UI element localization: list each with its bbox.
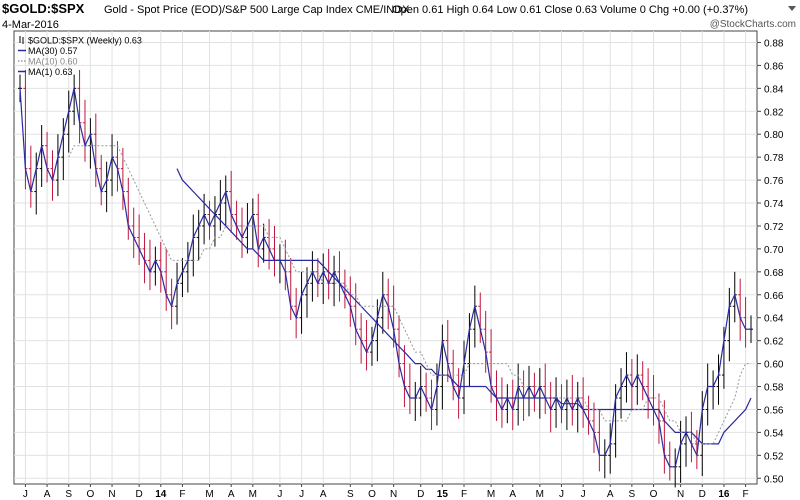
y-tick-label: 0.76 [764,176,784,187]
y-tick-label: 0.50 [764,474,784,485]
legend-label: MA(10) 0.60 [28,57,78,67]
x-tick-label: D [417,489,424,500]
x-tick-label: J [581,489,586,500]
x-tick-label: D [136,489,143,500]
x-tick-label: J [23,489,28,500]
x-tick-label: 15 [437,489,449,500]
y-tick-label: 0.56 [764,405,784,416]
y-tick-label: 0.84 [764,84,784,95]
legend-label: $GOLD:$SPX (Weekly) 0.63 [28,36,142,46]
y-tick-label: 0.86 [764,61,784,72]
chart-description: Gold - Spot Price (EOD)/S&P 500 Large Ca… [104,4,410,16]
x-tick-label: N [108,489,115,500]
y-tick-label: 0.52 [764,451,784,462]
x-tick-label: F [461,489,467,500]
triangle-down-icon [788,6,796,11]
x-tick-label: O [650,489,658,500]
y-tick-label: 0.64 [764,314,784,325]
y-tick-label: 0.68 [764,268,784,279]
x-tick-label: J [277,489,282,500]
x-tick-label: M [205,489,213,500]
legend-label: MA(30) 0.57 [28,46,78,56]
plot-frame [13,30,758,485]
x-tick-label: A [44,489,51,500]
x-tick-label: O [87,489,95,500]
x-tick-label: M [536,489,544,500]
x-tick-label: J [299,489,304,500]
y-tick-label: 0.62 [764,337,784,348]
x-tick-label: A [320,489,327,500]
x-tick-label: F [743,489,749,500]
x-tick-label: M [249,489,257,500]
x-tick-label: 16 [718,489,730,500]
y-tick-label: 0.74 [764,199,784,210]
series-line-ma10 [68,145,751,445]
watermark: @StockCharts.com [709,19,796,30]
y-tick-label: 0.78 [764,153,784,164]
x-tick-label: N [677,489,684,500]
x-tick-label: F [179,489,185,500]
y-tick-label: 0.88 [764,38,784,49]
x-tick-label: S [629,489,636,500]
y-tick-label: 0.80 [764,130,784,141]
series-line-ma30 [176,168,752,445]
chart-symbol: $GOLD:$SPX [2,1,85,16]
x-tick-label: M [487,489,495,500]
x-tick-label: D [699,489,706,500]
legend-label: MA(1) 0.63 [28,67,73,77]
x-tick-label: J [559,489,564,500]
x-tick-label: 14 [155,489,167,500]
y-tick-label: 0.54 [764,428,784,439]
series-line-ma1 [19,88,751,468]
y-tick-label: 0.60 [764,360,784,371]
x-tick-label: S [65,489,72,500]
x-tick-label: S [347,489,354,500]
y-tick-label: 0.72 [764,222,784,233]
y-tick-label: 0.66 [764,291,784,302]
x-tick-label: A [228,489,235,500]
x-tick-label: A [509,489,516,500]
y-tick-label: 0.58 [764,383,784,394]
ohlc-readout: Open 0.61 High 0.64 Low 0.61 Close 0.63 … [392,4,748,16]
x-tick-label: A [607,489,614,500]
x-tick-label: O [368,489,376,500]
chart-date: 4-Mar-2016 [2,19,59,31]
y-tick-label: 0.82 [764,107,784,118]
x-tick-label: N [390,489,397,500]
y-tick-label: 0.70 [764,245,784,256]
